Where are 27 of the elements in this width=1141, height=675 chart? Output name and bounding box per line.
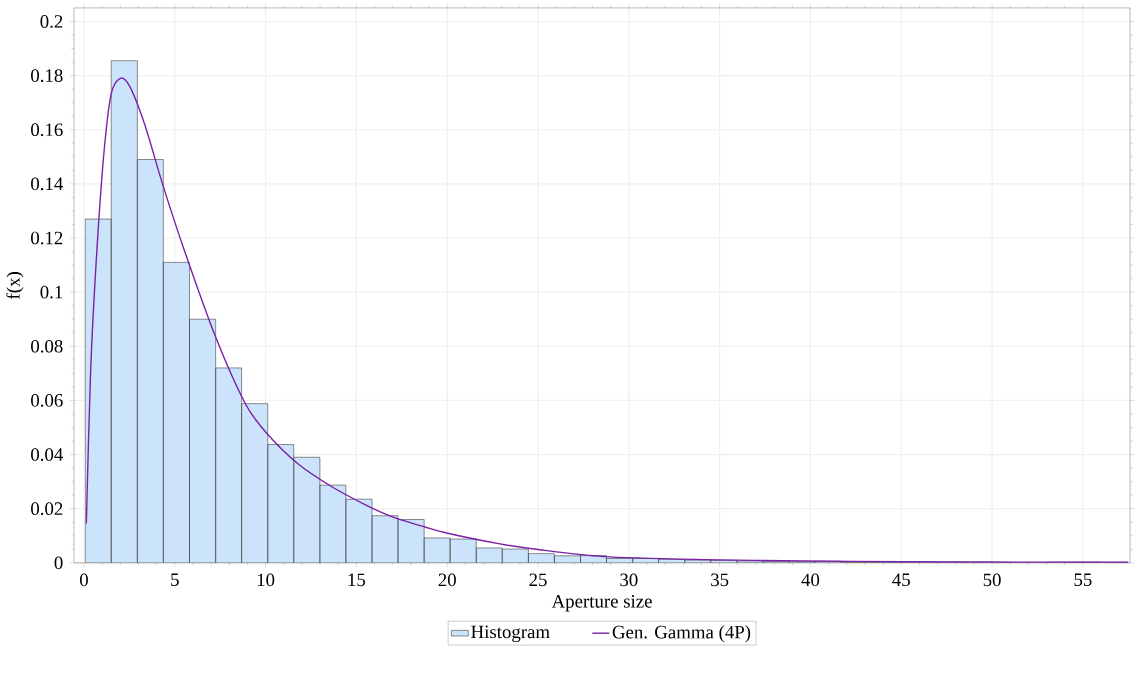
y-tick-label: 0.08: [31, 339, 63, 353]
legend-label: Histogram: [471, 625, 550, 642]
x-tick-label: 30: [620, 573, 638, 587]
x-tick-label: 50: [983, 573, 1001, 587]
x-tick-label: 20: [438, 573, 456, 587]
x-tick-label: 5: [171, 573, 179, 586]
x-tick-label: 40: [801, 573, 820, 587]
y-tick-label: 0.06: [31, 393, 63, 407]
y-tick-label: 0.1: [40, 285, 63, 299]
x-tick-label: 45: [892, 573, 910, 587]
y-tick-label: 0.12: [31, 231, 63, 245]
x-tick-label: 25: [529, 573, 547, 587]
y-axis-title: f(x): [6, 272, 24, 299]
y-tick-label: 0.16: [31, 123, 63, 137]
x-tick-label: 0: [79, 573, 88, 587]
y-tick-label: 0.2: [40, 15, 63, 28]
x-tick-label: 35: [711, 573, 729, 587]
y-tick-label: 0.18: [31, 69, 63, 82]
y-tick-label: 0: [54, 556, 63, 570]
y-tick-label: 0.14: [31, 177, 63, 191]
x-axis-title: Aperture size: [551, 594, 652, 612]
x-tick-label: 10: [257, 573, 275, 587]
x-tick-label: 15: [348, 573, 366, 587]
y-tick-label: 0.02: [31, 502, 63, 515]
y-tick-label: 0.04: [31, 448, 63, 461]
x-tick-label: 55: [1074, 573, 1092, 586]
legend-label: Gen. Gamma (4P): [612, 625, 751, 643]
